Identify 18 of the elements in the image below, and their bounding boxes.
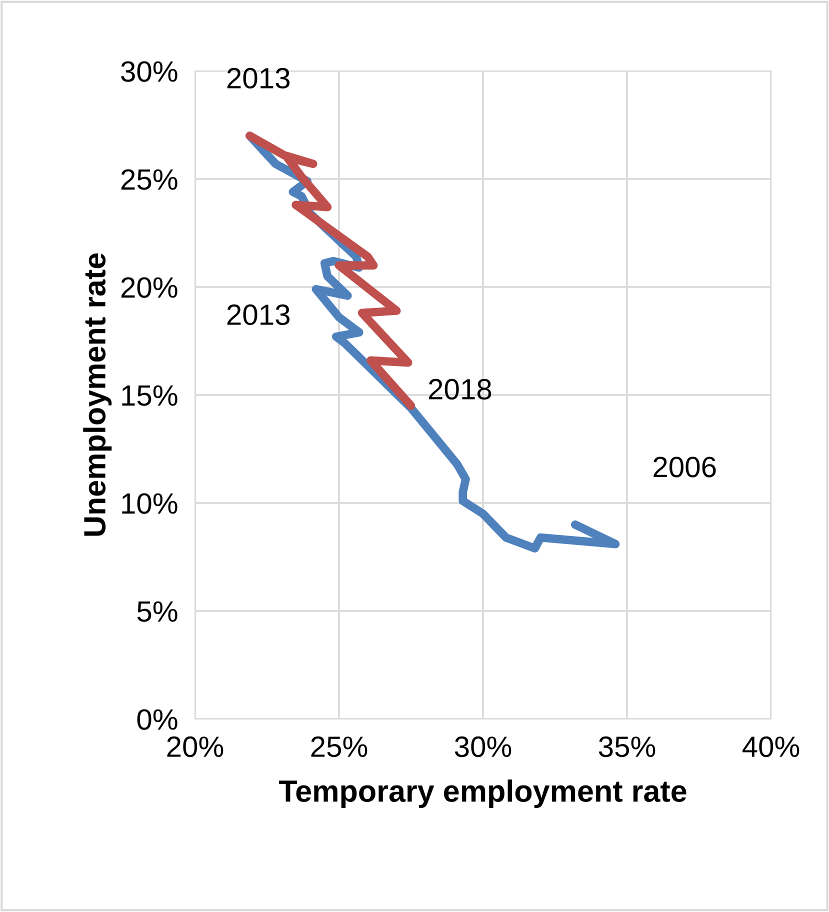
y-tick-label: 15%: [122, 385, 178, 406]
y-tick-label: 5%: [137, 601, 178, 622]
x-tick-label: 20%: [167, 736, 224, 758]
annotation: 2013: [227, 304, 290, 326]
y-tick-label: 10%: [122, 493, 178, 514]
annotation: 2013: [227, 68, 290, 89]
annotation: 2018: [428, 378, 492, 400]
y-axis-title: Unemployment rate: [83, 253, 112, 536]
y-tick-label: 0%: [137, 709, 178, 730]
x-tick-label: 30%: [454, 736, 512, 758]
annotation: 2006: [654, 456, 716, 478]
x-tick-label: 35%: [598, 736, 656, 758]
y-tick-label: 25%: [121, 169, 178, 190]
x-tick-label: 25%: [311, 736, 368, 758]
y-tick-label: 30%: [121, 61, 178, 82]
x-axis-title: Temporary employment rate: [279, 780, 686, 808]
x-tick-label: 40%: [742, 736, 800, 758]
y-tick-label: 20%: [121, 277, 178, 298]
